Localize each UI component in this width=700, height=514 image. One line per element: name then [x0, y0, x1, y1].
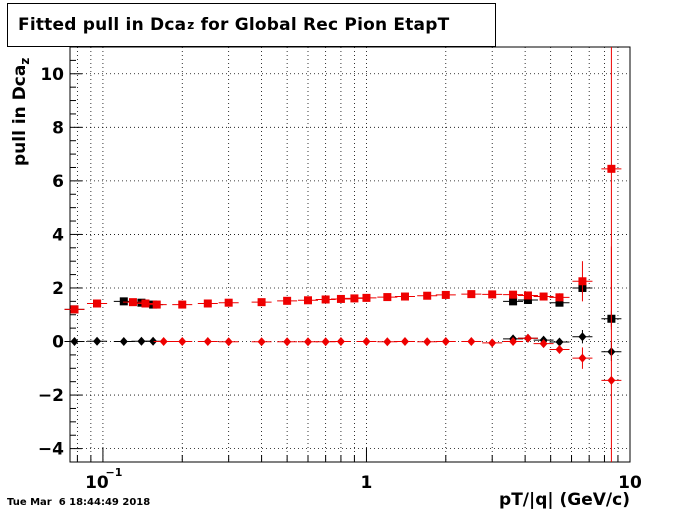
data-point-square: [539, 292, 548, 301]
chart-title-prefix: Fitted pull in Dca: [18, 15, 187, 35]
x-tick-label: 10: [618, 473, 642, 493]
data-point-diamond: [400, 337, 409, 347]
data-point-square: [509, 297, 518, 306]
data-point-square: [283, 296, 292, 305]
data-point-square: [128, 298, 137, 307]
data-point-square: [362, 293, 371, 302]
data-point-diamond: [119, 337, 128, 347]
data-point-diamond: [488, 338, 497, 348]
data-point-square: [441, 290, 450, 299]
data-point-diamond: [467, 337, 476, 347]
data-point-square: [141, 299, 150, 308]
data-point-diamond: [70, 337, 79, 347]
data-point-square: [303, 296, 312, 305]
data-point-diamond: [383, 337, 392, 347]
data-point-square: [137, 298, 146, 307]
data-point-diamond: [137, 336, 146, 346]
data-point-square: [203, 299, 212, 308]
data-point-diamond: [93, 336, 102, 346]
y-tick-label: −2: [38, 386, 64, 406]
x-axis-title: pT/|q| (GeV/c): [499, 490, 630, 510]
data-point-diamond: [159, 337, 168, 347]
data-point-square: [257, 298, 266, 307]
timestamp: Tue Mar 6 18:44:49 2018: [7, 497, 151, 508]
y-tick-label: 6: [52, 172, 64, 192]
grid-lines: [70, 47, 631, 462]
y-tick-label: −4: [38, 440, 64, 460]
data-point-diamond: [336, 337, 345, 347]
data-point-square: [555, 298, 564, 307]
chart-title-suffix: for Global Rec Pion EtapT: [194, 15, 450, 35]
data-point-square: [509, 290, 518, 299]
data-point-diamond: [321, 337, 330, 347]
data-point-diamond: [203, 337, 212, 347]
data-point-diamond: [555, 337, 564, 347]
data-point-diamond: [303, 337, 312, 347]
data-point-square: [224, 298, 233, 307]
data-point-diamond: [539, 339, 548, 349]
data-point-diamond: [362, 337, 371, 347]
y-tick-label: 8: [52, 118, 64, 138]
data-point-square: [383, 293, 392, 302]
y-tick-label: 0: [52, 333, 64, 353]
y-axis-title-prefix: pull in Dca: [10, 64, 30, 166]
y-axis-title: pull in Dcaz: [10, 58, 32, 166]
data-point-diamond: [178, 337, 187, 347]
y-tick-label: 4: [52, 225, 64, 245]
x-tick-label: 1: [361, 473, 373, 493]
y-tick-label: 2: [52, 279, 64, 299]
data-point-diamond: [423, 337, 432, 347]
data-point-diamond: [509, 337, 518, 347]
data-point-diamond: [224, 337, 233, 347]
data-point-diamond: [578, 353, 587, 363]
data-point-square: [119, 297, 128, 306]
data-point-square: [578, 277, 587, 286]
data-point-square: [523, 291, 532, 300]
data-point-square: [93, 299, 102, 308]
data-point-square: [488, 290, 497, 299]
data-point-square: [152, 300, 161, 309]
data-marks: [64, 47, 622, 462]
data-point-diamond: [555, 345, 564, 355]
chart-title: Fitted pull in Dca z for Global Rec Pion …: [7, 3, 496, 47]
data-point-diamond: [283, 337, 292, 347]
data-point-diamond: [441, 337, 450, 347]
data-point-diamond: [149, 336, 158, 346]
x-tick-label-exponent: −1: [105, 466, 122, 479]
data-point-square: [178, 300, 187, 309]
chart-title-subscript: z: [187, 18, 195, 32]
data-point-square: [555, 293, 564, 302]
data-point-square: [467, 290, 476, 299]
data-point-square: [336, 294, 345, 303]
data-point-square: [523, 296, 532, 305]
data-point-diamond: [578, 332, 587, 342]
data-point-square: [350, 294, 359, 303]
data-point-diamond: [257, 337, 266, 347]
x-tick-label: 10: [85, 473, 109, 493]
data-point-diamond: [523, 333, 532, 343]
data-point-square: [607, 164, 616, 173]
y-tick-label: 10: [40, 65, 64, 85]
plot-frame: [69, 46, 631, 463]
data-point-square: [70, 305, 79, 314]
data-point-square: [400, 292, 409, 301]
data-point-square: [423, 291, 432, 300]
y-axis-title-subscript: z: [18, 57, 32, 65]
data-point-square: [321, 295, 330, 304]
data-point-diamond: [607, 375, 616, 385]
